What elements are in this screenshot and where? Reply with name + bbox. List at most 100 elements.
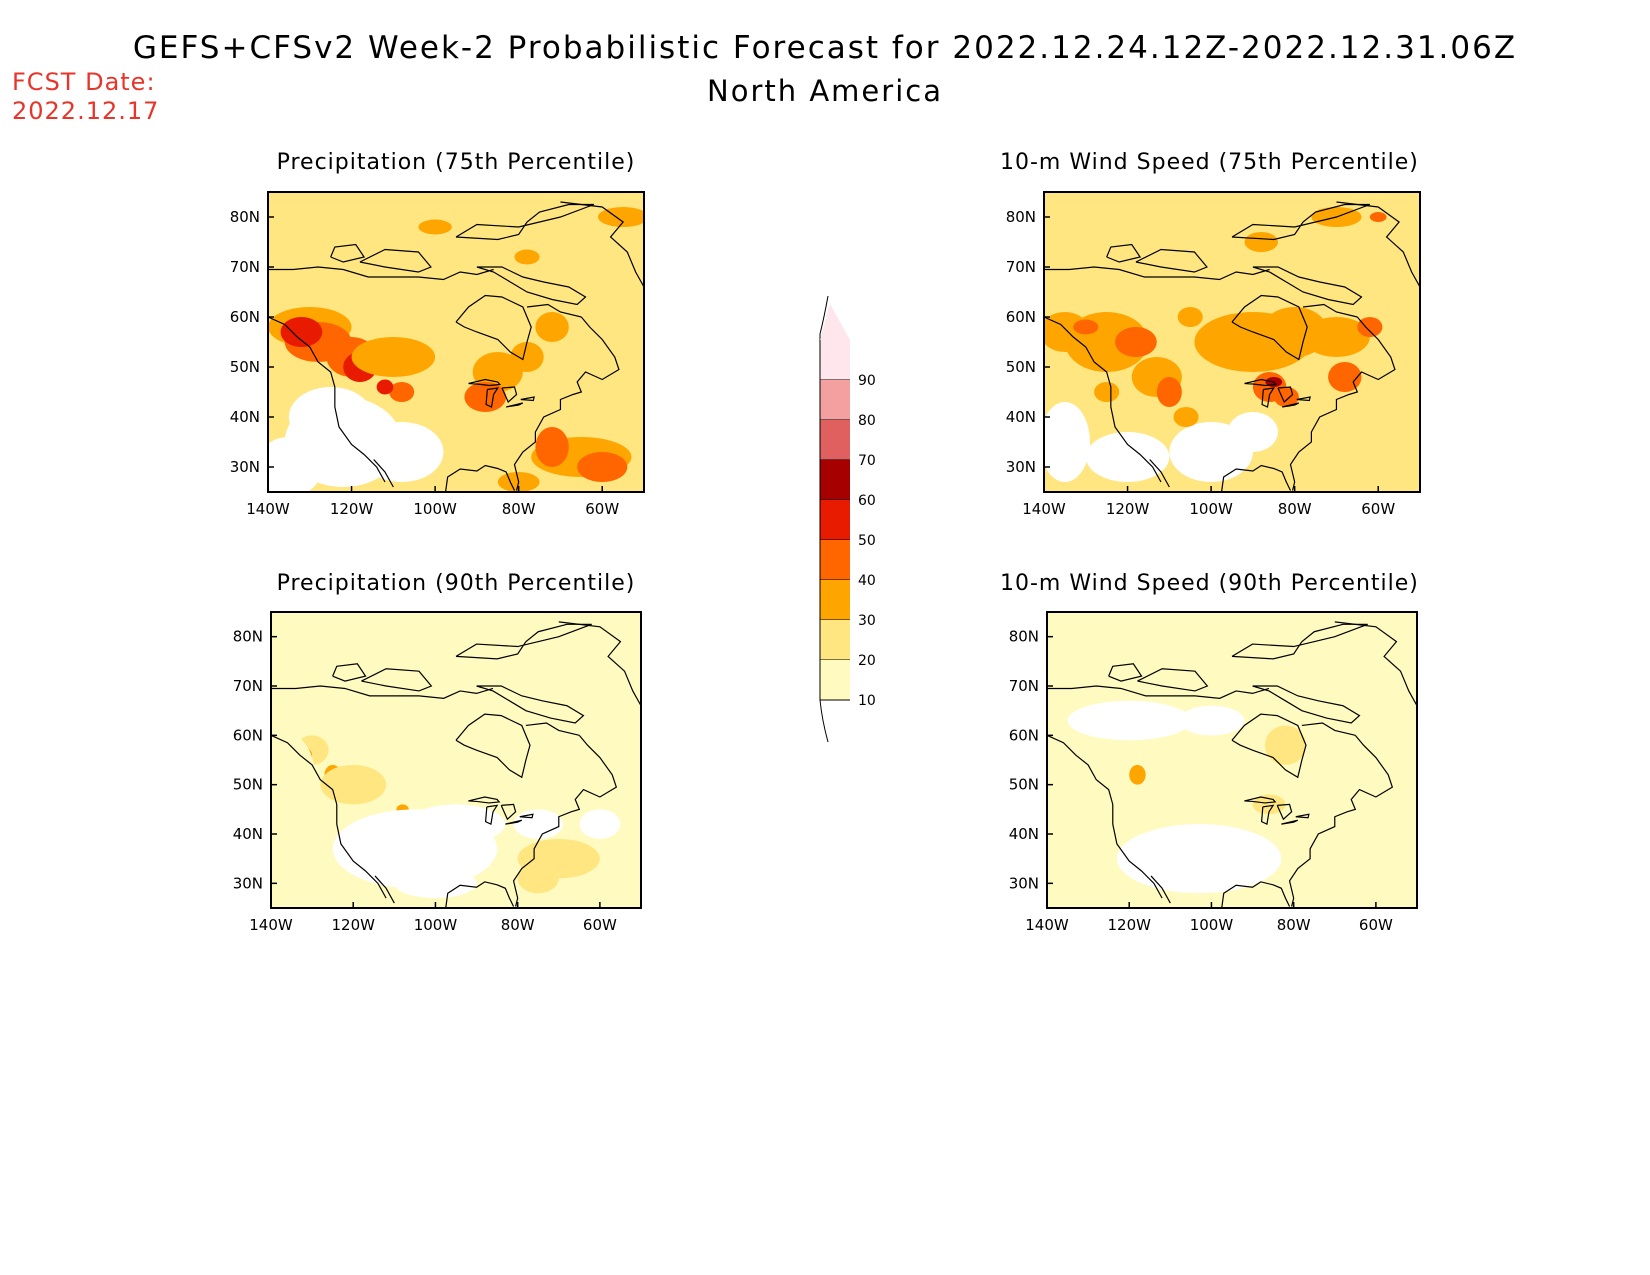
coastline bbox=[476, 685, 585, 724]
coastline bbox=[271, 734, 387, 899]
coastline bbox=[1221, 881, 1291, 908]
probability-area bbox=[1293, 720, 1376, 800]
lon-tick-label: 120W bbox=[330, 500, 374, 518]
lon-tick-label: 100W bbox=[1189, 500, 1233, 518]
probability-area bbox=[389, 382, 415, 402]
probability-area bbox=[535, 312, 569, 342]
coastline bbox=[330, 243, 366, 263]
coastline bbox=[1295, 813, 1310, 819]
coastline bbox=[1149, 459, 1170, 488]
colorbar-swatch bbox=[820, 540, 850, 580]
coastline bbox=[500, 803, 517, 821]
colorbar-tick-label: 50 bbox=[858, 533, 876, 549]
coastline bbox=[455, 294, 532, 361]
coastline bbox=[558, 621, 641, 707]
lat-tick-label: 40N bbox=[230, 408, 260, 426]
lon-tick-label: 80W bbox=[501, 916, 535, 934]
lat-tick-label: 80N bbox=[1006, 208, 1036, 226]
colorbar-tick-label: 20 bbox=[858, 653, 876, 669]
coastline bbox=[1281, 402, 1300, 408]
coastline bbox=[560, 201, 644, 288]
lat-tick-label: 70N bbox=[1009, 677, 1039, 695]
coastline bbox=[1252, 266, 1363, 306]
lat-tick-label: 80N bbox=[230, 208, 260, 226]
lat-tick-label: 40N bbox=[1009, 825, 1039, 843]
probability-area bbox=[579, 809, 621, 839]
coastline bbox=[468, 378, 502, 387]
probability-area bbox=[1047, 760, 1093, 859]
probability-area bbox=[1328, 362, 1362, 392]
probability-area bbox=[1264, 725, 1306, 765]
coastline bbox=[1044, 316, 1162, 483]
probability-area bbox=[1318, 794, 1368, 834]
lat-tick-label: 30N bbox=[230, 458, 260, 476]
colorbar-tick-label: 80 bbox=[858, 413, 876, 429]
lon-tick-label: 60W bbox=[1359, 916, 1393, 934]
lon-tick-label: 120W bbox=[1107, 916, 1151, 934]
coastline bbox=[1244, 796, 1277, 804]
lat-tick-label: 80N bbox=[1009, 628, 1039, 646]
probability-area bbox=[456, 636, 580, 716]
coastline bbox=[1334, 621, 1417, 707]
coastline bbox=[1108, 663, 1143, 682]
probability-area bbox=[1357, 317, 1383, 337]
coastline bbox=[1252, 685, 1361, 724]
coastline bbox=[526, 303, 582, 318]
coastline bbox=[1277, 386, 1294, 403]
coastline bbox=[485, 387, 499, 408]
coastline bbox=[1336, 201, 1420, 288]
probability-area bbox=[1343, 631, 1409, 662]
coastline bbox=[1106, 243, 1142, 263]
probability-area bbox=[1173, 407, 1199, 427]
lat-tick-label: 60N bbox=[1006, 308, 1036, 326]
lat-tick-label: 70N bbox=[233, 677, 263, 695]
coastline bbox=[1220, 464, 1292, 492]
coastline bbox=[1231, 294, 1308, 361]
coastline bbox=[501, 386, 518, 403]
map-precip-90: 140W 120W 100W 80W 60W 80N 70N 60N 50N 40N 30N bbox=[233, 611, 642, 934]
map-frame bbox=[267, 191, 645, 493]
coastline bbox=[268, 316, 386, 483]
coastline bbox=[484, 804, 499, 826]
probability-area bbox=[406, 804, 506, 844]
probability-area bbox=[1094, 382, 1120, 402]
colorbar-swatch bbox=[820, 380, 850, 420]
coastline bbox=[455, 713, 531, 779]
coastline bbox=[1281, 819, 1299, 825]
colorbar-tick-label: 40 bbox=[858, 573, 876, 589]
probability-area bbox=[1227, 412, 1278, 452]
colorbar-swatch bbox=[820, 500, 850, 540]
lat-tick-label: 60N bbox=[230, 308, 260, 326]
map-frame bbox=[1046, 611, 1418, 909]
coastline bbox=[1231, 623, 1368, 660]
probability-area bbox=[1369, 212, 1387, 222]
coastline bbox=[525, 722, 580, 736]
panel-title-wind-75: 10-m Wind Speed (75th Percentile) bbox=[1000, 150, 1419, 175]
coastline bbox=[374, 875, 395, 904]
probability-area bbox=[394, 715, 518, 775]
probability-area bbox=[1073, 319, 1099, 335]
probability-area bbox=[1115, 327, 1157, 357]
lat-tick-label: 50N bbox=[1006, 358, 1036, 376]
probability-area bbox=[1178, 705, 1245, 736]
probability-area bbox=[577, 452, 628, 482]
coastline bbox=[519, 813, 534, 819]
lat-tick-label: 60N bbox=[1009, 726, 1039, 744]
lon-tick-label: 80W bbox=[1278, 500, 1312, 518]
colorbar-tick-label: 30 bbox=[858, 613, 876, 629]
map-frame bbox=[1043, 191, 1421, 493]
colorbar: 90 80 70 60 50 40 30 20 10 bbox=[819, 295, 876, 743]
coastline bbox=[1150, 875, 1171, 904]
lon-tick-label: 140W bbox=[1025, 916, 1069, 934]
probability-area bbox=[359, 422, 444, 482]
probability-area bbox=[351, 337, 436, 377]
lon-tick-label: 100W bbox=[414, 916, 458, 934]
colorbar-tick-label: 60 bbox=[858, 493, 876, 509]
colorbar-swatch bbox=[820, 580, 850, 620]
probability-area bbox=[1244, 232, 1278, 252]
coastline bbox=[1301, 722, 1356, 736]
map-frame bbox=[270, 611, 642, 909]
colorbar-swatch bbox=[820, 620, 850, 660]
coastline bbox=[1135, 248, 1208, 273]
